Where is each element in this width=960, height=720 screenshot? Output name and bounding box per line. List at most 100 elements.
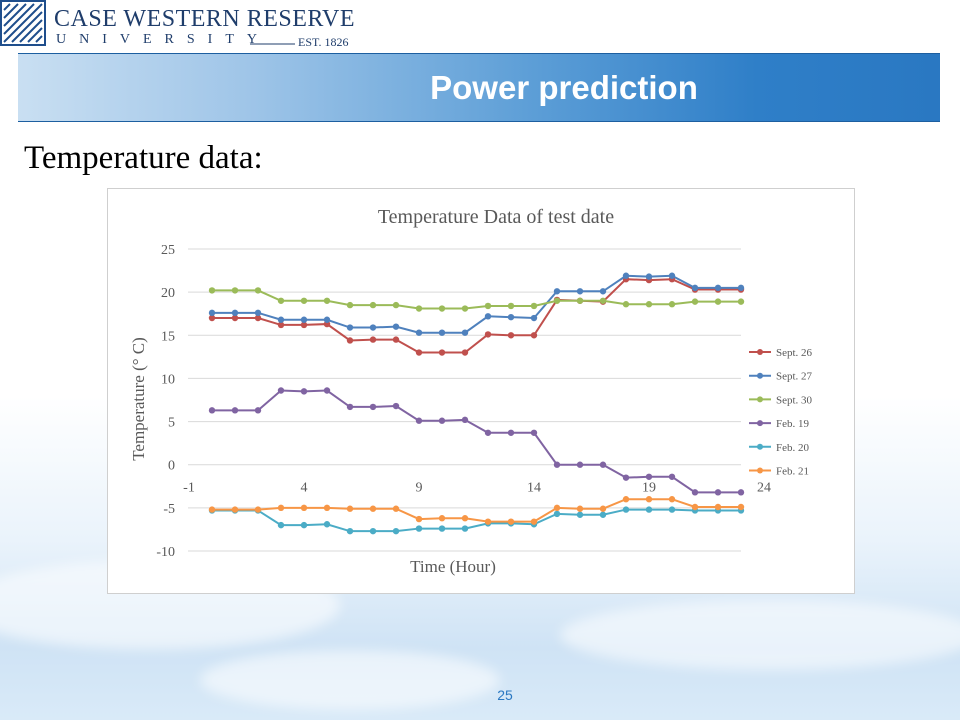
series-line [212,274,741,334]
data-point [300,321,308,329]
y-tick-label: 10 [161,372,175,387]
series-line [212,278,741,354]
slide-title: Power prediction [430,68,698,106]
data-point [530,302,538,310]
series-line [212,498,741,523]
legend-label: Feb. 20 [776,442,810,454]
data-point [576,505,584,512]
data-point [369,505,377,512]
data-point [484,331,492,338]
data-point [415,417,423,424]
data-point [737,503,745,511]
data-point [392,323,400,330]
x-tick-label: 19 [642,481,656,496]
data-point [530,518,538,525]
chart-title: Temperature Data of test date [378,206,614,228]
data-point [668,496,676,503]
data-point [461,305,469,312]
y-tick-label: 5 [168,416,175,431]
data-point [369,301,377,309]
data-point [277,297,285,304]
data-point [645,273,653,280]
data-point [576,461,584,468]
data-point [323,297,331,304]
data-point [645,496,653,503]
data-point [622,506,630,513]
data-point [254,407,262,414]
data-point [737,298,745,305]
legend-label: Feb. 21 [776,466,809,478]
data-point [714,503,722,511]
data-point [484,313,492,320]
line-chart: Temperature Data of test date 25 20 15 10 5 0… [129,206,813,576]
data-point [415,515,423,523]
data-point [392,402,400,410]
data-point [254,287,262,294]
y-tick-label: -10 [156,545,175,560]
x-tick-label: 9 [416,481,423,496]
data-point [231,314,239,322]
university-logo: CASE WESTERN RESERVE UNIVERSITY EST. 182… [0,0,355,49]
data-point [369,336,377,343]
data-point [622,301,630,308]
data-point [599,505,607,512]
data-point [714,489,722,496]
data-point [346,505,354,512]
data-point [691,298,699,305]
y-tick-label: -5 [163,502,175,517]
legend-marker [757,349,763,355]
legend-marker [757,443,763,450]
data-point [484,302,492,310]
data-point [553,297,561,304]
legend-label: Sept. 26 [776,347,813,359]
x-tick-labels: -1 4 9 14 19 24 [183,481,771,496]
background-cloud [200,650,500,710]
data-point [346,324,354,331]
slide-subtitle: Temperature data: [24,140,263,176]
data-point [254,309,262,317]
data-point [530,429,538,436]
data-point [691,284,699,292]
data-point [300,521,308,529]
x-axis-label: Time (Hour) [410,557,496,576]
data-point [507,332,515,339]
logo-line2: UNIVERSITY [56,32,270,47]
legend-marker [757,396,763,403]
data-point [231,309,239,317]
data-point [392,505,400,512]
data-point [737,284,745,292]
data-point [415,349,423,356]
data-point [645,506,653,513]
x-tick-label: 14 [527,481,541,496]
data-point [599,288,607,295]
data-point [438,329,446,336]
data-point [553,461,561,468]
data-point [622,496,630,503]
data-point [415,305,423,312]
data-point [461,525,469,532]
data-point [507,302,515,310]
data-point [599,511,607,518]
series-line [212,389,741,494]
data-point [438,417,446,424]
data-point [346,337,354,344]
data-point [461,349,469,356]
data-point [231,407,239,414]
data-point [668,473,676,480]
shield-emblem-icon [0,0,46,46]
data-point [737,489,745,496]
data-point [645,301,653,308]
y-tick-labels: 25 20 15 10 5 0 -5 -10 [156,243,175,560]
background-cloud [560,600,960,670]
data-point [392,301,400,309]
y-axis-label: Temperature (° C) [129,337,148,461]
y-tick-label: 25 [161,243,175,258]
data-point [576,288,584,295]
data-point [691,503,699,511]
data-point [553,510,561,518]
series-lines [208,272,745,535]
data-point [254,506,262,513]
data-point [553,504,561,512]
data-point [346,301,354,309]
data-point [622,272,630,279]
